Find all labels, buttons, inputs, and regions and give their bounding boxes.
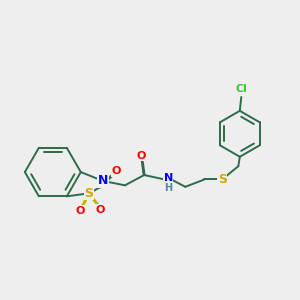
Text: H: H <box>164 183 172 193</box>
Text: S: S <box>84 187 93 200</box>
Text: S: S <box>218 173 226 186</box>
Text: N: N <box>98 174 108 188</box>
Text: O: O <box>75 206 85 216</box>
Text: Cl: Cl <box>235 84 247 94</box>
Text: O: O <box>96 205 105 214</box>
Text: O: O <box>112 166 121 176</box>
Text: O: O <box>136 151 146 161</box>
Text: N: N <box>164 173 173 183</box>
